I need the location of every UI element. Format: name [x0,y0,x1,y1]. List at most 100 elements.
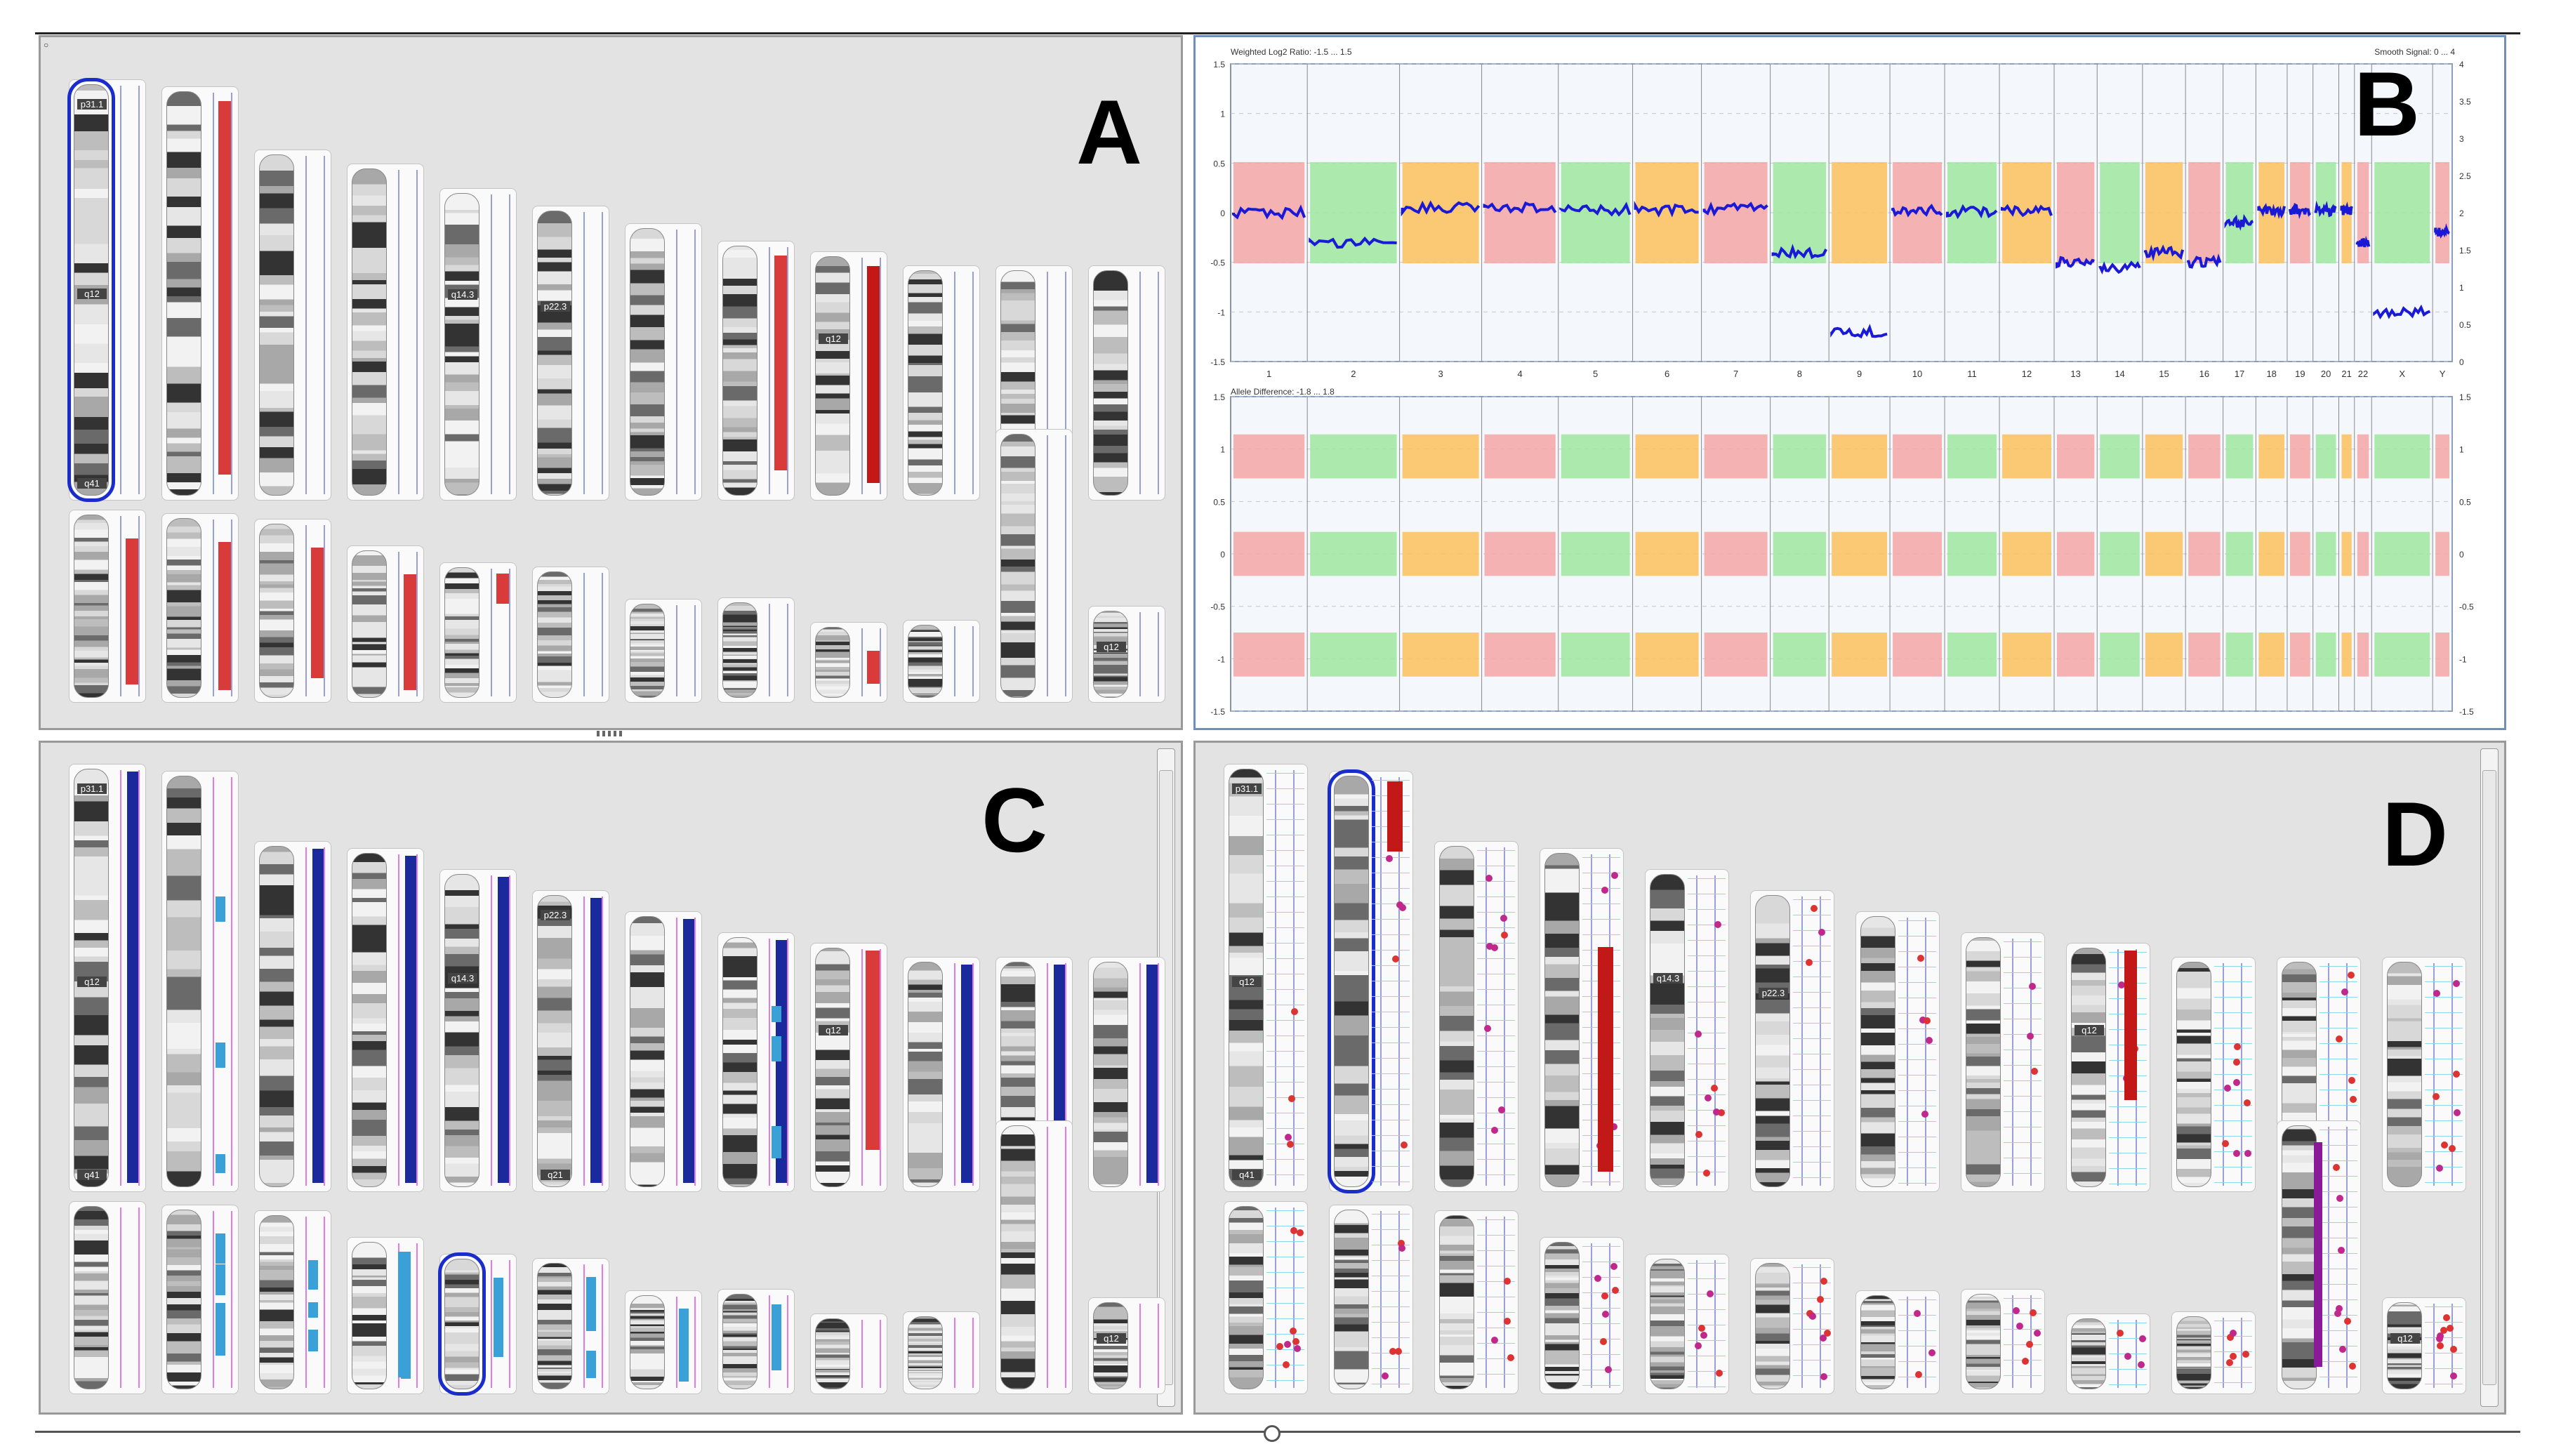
variant-marker[interactable] [2221,1140,2229,1148]
variant-marker[interactable] [1485,875,1493,882]
panel-d-scrollbar[interactable] [2480,748,2499,1407]
copy-number-segment[interactable] [498,877,509,1183]
variant-marker[interactable] [1400,1141,1408,1149]
variant-marker[interactable] [2332,1163,2340,1171]
chromosome-10-bands[interactable] [908,270,943,496]
variant-marker[interactable] [2227,1334,2235,1342]
chromosome-9-bands[interactable]: q12 [2071,948,2106,1187]
variant-marker[interactable] [1610,871,1618,879]
copy-number-segment[interactable] [961,965,972,1183]
chromosome-20-ideogram[interactable] [1961,1289,2045,1394]
variant-marker[interactable] [1715,1369,1723,1377]
chromosome-8-bands[interactable] [1966,937,2001,1187]
variant-marker[interactable] [1700,1331,1707,1339]
chromosome-4-ideogram[interactable] [347,848,424,1192]
variant-marker[interactable] [2116,1329,2124,1337]
variant-marker[interactable] [1610,1123,1618,1130]
copy-number-segment[interactable] [586,1299,596,1331]
copy-number-segment[interactable] [311,548,324,678]
variant-marker[interactable] [2033,1330,2041,1337]
copy-number-segment[interactable] [776,940,787,1183]
chromosome-12-ideogram[interactable] [2382,957,2466,1192]
variant-marker[interactable] [2016,1323,2024,1330]
variant-marker[interactable] [2449,1346,2457,1354]
chromosome-20-bands[interactable] [722,602,757,698]
variant-marker[interactable] [1611,1286,1619,1294]
variant-marker[interactable] [1917,954,1924,962]
chromosome-13-bands[interactable] [74,1206,109,1389]
variant-marker[interactable] [1485,942,1493,950]
chromosome-x-ideogram[interactable] [995,429,1073,703]
chromosome-4-ideogram[interactable] [347,164,424,501]
chromosome-y-ideogram[interactable]: q12 [2382,1297,2466,1394]
variant-marker[interactable] [1717,1109,1725,1117]
copy-number-segment[interactable] [683,919,694,1183]
copy-number-segment[interactable] [590,898,602,1183]
chromosome-2-ideogram[interactable] [161,771,239,1192]
copy-number-segment[interactable] [404,574,416,690]
variant-marker[interactable] [2347,972,2355,979]
copy-number-segment[interactable] [772,1005,781,1022]
copy-number-segment[interactable] [586,1351,596,1378]
chromosome-6-bands[interactable]: p22.3 [1755,895,1790,1187]
variant-marker[interactable] [2225,1359,2233,1367]
chromosome-18-bands[interactable] [537,571,572,698]
variant-marker[interactable] [2229,1329,2237,1337]
chromosome-10-bands[interactable] [2176,962,2211,1187]
chromosome-8-ideogram[interactable] [717,241,795,501]
chromosome-10-ideogram[interactable] [903,957,980,1192]
copy-number-segment[interactable] [772,1035,781,1062]
copy-number-segment[interactable] [679,1354,689,1382]
chromosome-5-bands[interactable]: q14.3 [444,193,479,496]
chromosome-16-ideogram[interactable] [1540,1237,1624,1394]
chromosome-3-bands[interactable] [259,154,294,496]
variant-marker[interactable] [1294,1345,1302,1353]
variant-marker[interactable] [1713,1108,1721,1116]
variant-marker[interactable] [1710,1085,1718,1092]
chromosome-22-ideogram[interactable] [903,620,980,703]
chromosome-17-ideogram[interactable] [438,1252,517,1396]
chromosome-15-bands[interactable] [259,1215,294,1389]
variant-marker[interactable] [1500,914,1508,922]
chromosome-22-bands[interactable] [908,1316,943,1389]
variant-marker[interactable] [1914,1370,1922,1378]
variant-marker[interactable] [2453,1071,2461,1078]
copy-number-segment[interactable] [496,574,509,604]
variant-marker[interactable] [1602,1310,1610,1318]
chromosome-18-bands[interactable] [537,1263,572,1389]
chromosome-7-bands[interactable] [630,916,665,1187]
variant-marker[interactable] [2138,1361,2145,1369]
variant-marker[interactable] [2229,1352,2237,1360]
variant-marker[interactable] [1288,1095,1295,1103]
variant-marker[interactable] [2232,1079,2240,1087]
copy-number-segment[interactable] [1598,947,1613,1172]
copy-number-segment[interactable] [308,1263,318,1290]
chromosome-8-bands[interactable] [722,937,757,1187]
chromosome-5-ideogram[interactable]: q14.3 [439,869,517,1192]
variant-marker[interactable] [1600,1338,1608,1346]
chromosome-15-ideogram[interactable] [254,1210,331,1394]
variant-marker[interactable] [1386,854,1394,862]
variant-marker[interactable] [1695,1131,1702,1138]
panel-d-scroll-thumb[interactable] [2482,770,2496,1385]
variant-marker[interactable] [1296,1229,1304,1236]
chromosome-15-ideogram[interactable] [1434,1210,1518,1394]
chromosome-7-ideogram[interactable] [1855,911,1940,1192]
chromosome-19-ideogram[interactable] [1855,1290,1940,1394]
copy-number-segment[interactable] [772,1137,781,1158]
chromosome-22-bands[interactable] [2176,1316,2211,1389]
variant-marker[interactable] [2242,1350,2249,1358]
variant-marker[interactable] [1707,1290,1714,1297]
copy-number-segment[interactable] [216,1233,225,1264]
variant-marker[interactable] [2349,1095,2357,1103]
chromosome-4-bands[interactable] [352,168,387,496]
chromosome-12-bands[interactable] [1093,962,1128,1187]
copy-number-segment[interactable] [216,896,225,922]
variant-marker[interactable] [1501,931,1509,939]
copy-number-segment[interactable] [494,1304,503,1328]
variant-marker[interactable] [2437,1332,2444,1339]
chromosome-13-bands[interactable] [1229,1206,1264,1389]
variant-marker[interactable] [2234,1043,2242,1050]
copy-number-segment[interactable] [218,101,231,475]
variant-marker[interactable] [1398,1244,1406,1252]
